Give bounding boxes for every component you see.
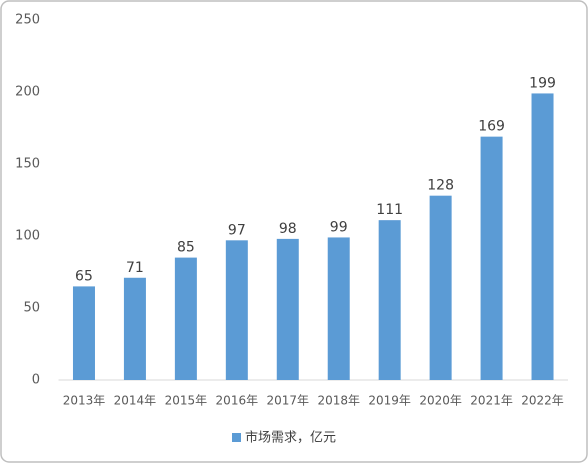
data-label: 65 [75, 268, 93, 284]
data-label: 98 [279, 221, 297, 237]
x-tick-label: 2020年 [419, 394, 462, 408]
data-label: 71 [126, 260, 144, 276]
bar [429, 195, 452, 380]
y-tick-label: 150 [15, 157, 40, 172]
y-tick-label: 0 [32, 373, 40, 388]
data-label: 199 [529, 75, 556, 91]
data-label: 169 [478, 119, 505, 135]
data-label: 85 [177, 240, 195, 256]
x-tick-label: 2016年 [216, 394, 259, 408]
bar [123, 277, 146, 380]
x-tick-label: 2019年 [368, 394, 411, 408]
bar [276, 238, 299, 380]
bar [174, 257, 197, 380]
bar [72, 286, 95, 380]
bar [327, 237, 350, 380]
bar [378, 220, 401, 380]
y-tick-label: 250 [15, 13, 40, 28]
data-label: 128 [427, 178, 454, 194]
x-tick-label: 2017年 [267, 394, 310, 408]
x-tick-label: 2022年 [521, 394, 564, 408]
bar [225, 240, 248, 380]
y-tick-label: 100 [15, 229, 40, 244]
bar [531, 93, 554, 380]
legend-label: 市场需求，亿元 [245, 430, 336, 446]
legend-swatch [232, 433, 241, 442]
data-label: 99 [330, 219, 348, 235]
y-tick-label: 50 [23, 301, 40, 316]
x-tick-label: 2014年 [114, 394, 157, 408]
x-tick-label: 2021年 [470, 394, 513, 408]
data-label: 111 [376, 202, 403, 218]
x-tick-label: 2015年 [165, 394, 208, 408]
y-tick-label: 200 [15, 85, 40, 100]
data-label: 97 [228, 222, 246, 238]
bar [480, 136, 503, 380]
x-tick-label: 2013年 [63, 394, 106, 408]
x-tick-label: 2018年 [317, 394, 360, 408]
